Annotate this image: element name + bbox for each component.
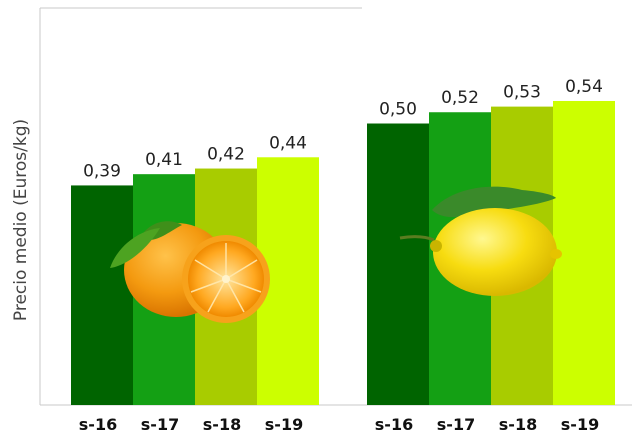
orange-segments — [190, 243, 262, 313]
orange-leaf-2 — [110, 228, 160, 268]
lemon-stem — [399, 235, 435, 242]
x-tick-label: s-17 — [437, 415, 475, 434]
bar-value-label: 0,42 — [207, 145, 245, 165]
bar-value-label: 0,39 — [83, 161, 121, 181]
bar-value-label: 0,41 — [145, 150, 183, 170]
x-tick-label: s-19 — [561, 415, 599, 434]
bar — [367, 123, 429, 405]
x-tick-label: s-16 — [375, 415, 413, 434]
bar-value-label: 0,44 — [269, 133, 307, 153]
y-axis-label: Precio medio (Euros/kg) — [11, 119, 31, 321]
bar-value-label: 0,52 — [441, 88, 479, 108]
lemon-leaf — [432, 186, 556, 218]
bars-layer: 0,39 s-16 0,41 s-17 0,42 s-18 0,44 s-19 0,50 s-16… — [71, 77, 615, 434]
bar-value-label: 0,54 — [565, 77, 603, 97]
x-tick-label: s-17 — [141, 415, 179, 434]
lemon-body — [433, 208, 557, 296]
lemon-icon — [399, 186, 562, 296]
orange-core — [222, 275, 230, 283]
x-tick-label: s-18 — [203, 415, 241, 434]
bar-value-label: 0,53 — [503, 83, 541, 103]
bar — [553, 100, 615, 405]
orange-icon — [110, 221, 270, 323]
bar-value-label: 0,50 — [379, 100, 417, 120]
x-tick-label: s-19 — [265, 415, 303, 434]
lemon-base — [430, 240, 442, 252]
x-tick-label: s-16 — [79, 415, 117, 434]
bar — [71, 185, 133, 405]
lemon-tip — [550, 249, 562, 259]
x-tick-label: s-18 — [499, 415, 537, 434]
